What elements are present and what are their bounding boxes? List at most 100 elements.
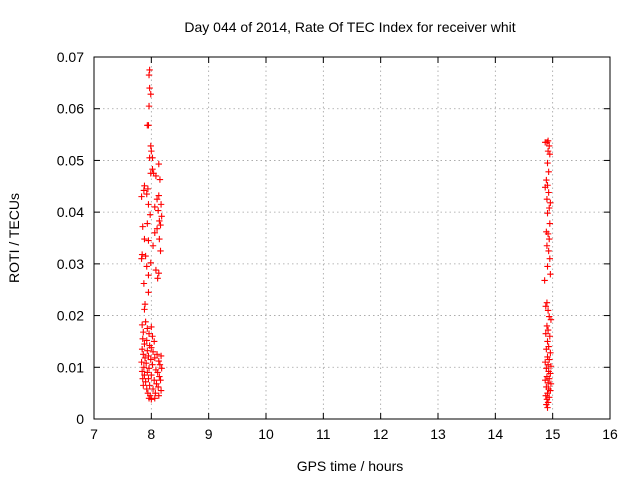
data-point bbox=[149, 242, 157, 249]
data-point bbox=[140, 382, 147, 389]
data-point bbox=[156, 235, 163, 243]
data-point bbox=[547, 363, 555, 370]
data-point bbox=[155, 383, 162, 391]
data-point bbox=[545, 247, 552, 255]
y-axis-label: ROTI / TECUs bbox=[6, 193, 22, 283]
data-point bbox=[547, 380, 555, 388]
data-point bbox=[140, 280, 148, 287]
data-point bbox=[152, 172, 160, 180]
data-point bbox=[157, 247, 164, 255]
data-point bbox=[544, 209, 551, 217]
data-point bbox=[543, 345, 550, 353]
data-point bbox=[144, 185, 152, 193]
data-point bbox=[158, 365, 165, 372]
x-tick-label: 12 bbox=[373, 426, 389, 442]
data-point bbox=[143, 385, 150, 393]
data-point bbox=[151, 395, 158, 402]
data-point bbox=[156, 176, 164, 183]
data-point bbox=[146, 382, 153, 389]
data-point bbox=[157, 352, 165, 360]
data-point bbox=[145, 352, 152, 360]
data-point bbox=[148, 371, 155, 379]
data-points bbox=[138, 66, 555, 411]
data-point bbox=[139, 335, 146, 343]
data-point bbox=[145, 272, 152, 279]
data-point bbox=[141, 182, 148, 189]
data-point bbox=[542, 330, 549, 337]
data-point bbox=[138, 255, 145, 262]
data-point bbox=[151, 354, 158, 362]
data-point bbox=[145, 201, 152, 208]
data-point bbox=[546, 142, 553, 150]
data-point bbox=[140, 364, 148, 371]
data-point bbox=[157, 387, 165, 394]
data-point bbox=[145, 237, 152, 244]
y-tick-label: 0.05 bbox=[57, 152, 84, 168]
x-tick-label: 14 bbox=[488, 426, 504, 442]
chart-title: Day 044 of 2014, Rate Of TEC Index for r… bbox=[184, 19, 515, 35]
data-point bbox=[145, 122, 152, 129]
x-tick-label: 10 bbox=[258, 426, 274, 442]
data-point bbox=[155, 160, 162, 168]
y-tick-label: 0.03 bbox=[57, 256, 84, 272]
data-point bbox=[156, 361, 164, 368]
data-point bbox=[546, 375, 553, 382]
data-point bbox=[142, 359, 150, 367]
y-tick-label: 0.02 bbox=[57, 308, 84, 324]
data-point bbox=[146, 211, 154, 218]
x-tick-label: 16 bbox=[602, 426, 618, 442]
data-point bbox=[544, 230, 552, 238]
data-point bbox=[543, 139, 551, 146]
data-point bbox=[547, 370, 554, 377]
data-point bbox=[546, 220, 553, 227]
data-point bbox=[153, 351, 161, 358]
data-point bbox=[153, 196, 161, 203]
data-point bbox=[546, 151, 553, 158]
data-point bbox=[547, 199, 554, 207]
data-point bbox=[145, 71, 153, 79]
y-tick-label: 0.01 bbox=[57, 359, 84, 375]
data-point bbox=[147, 356, 154, 363]
data-point bbox=[547, 271, 554, 278]
data-point bbox=[151, 229, 158, 237]
data-point bbox=[145, 365, 153, 372]
data-point bbox=[156, 373, 163, 380]
axis-ticks bbox=[93, 56, 611, 420]
plot-frame bbox=[93, 56, 611, 420]
data-point bbox=[542, 303, 549, 310]
data-point bbox=[544, 379, 552, 386]
data-point bbox=[155, 192, 162, 199]
data-point bbox=[147, 142, 154, 150]
data-point bbox=[149, 361, 156, 368]
data-point bbox=[543, 322, 551, 330]
data-point bbox=[153, 225, 161, 232]
data-point bbox=[138, 193, 145, 200]
data-point bbox=[149, 166, 156, 173]
y-tick-label: 0 bbox=[76, 411, 84, 427]
data-point bbox=[151, 338, 158, 345]
data-point bbox=[542, 392, 549, 399]
data-point bbox=[149, 348, 157, 355]
data-point bbox=[541, 277, 548, 284]
x-tick-label: 8 bbox=[147, 426, 155, 442]
data-point bbox=[155, 392, 162, 399]
data-point bbox=[547, 349, 554, 357]
data-point bbox=[145, 289, 152, 296]
data-point bbox=[141, 340, 148, 348]
y-tick-label: 0.07 bbox=[57, 49, 84, 65]
data-point bbox=[141, 300, 149, 308]
data-point bbox=[155, 207, 162, 214]
data-point bbox=[543, 242, 551, 249]
data-point bbox=[158, 213, 165, 220]
data-point bbox=[546, 235, 553, 243]
data-point bbox=[544, 326, 552, 334]
data-point bbox=[147, 91, 154, 98]
data-point bbox=[142, 318, 149, 325]
data-point bbox=[545, 189, 552, 196]
data-point bbox=[144, 325, 151, 332]
x-tick-label: 7 bbox=[90, 426, 98, 442]
data-point bbox=[542, 184, 549, 191]
data-point bbox=[148, 147, 155, 155]
data-point bbox=[146, 84, 153, 92]
